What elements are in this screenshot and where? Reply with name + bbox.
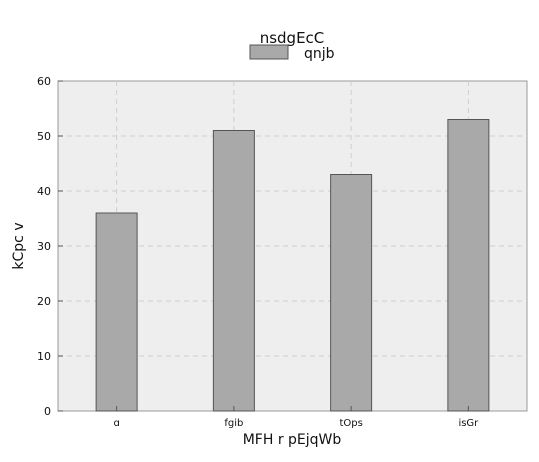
x-axis-label: MFH r pEjqWb bbox=[243, 432, 342, 448]
y-tick-label: 0 bbox=[44, 405, 51, 418]
y-tick-label: 20 bbox=[37, 295, 51, 308]
bar-fgib bbox=[212, 130, 255, 412]
bar-isGr bbox=[447, 119, 490, 412]
chart-title: nsdgEcC bbox=[260, 29, 325, 47]
y-tick-label: 30 bbox=[37, 240, 51, 253]
bar-tOps bbox=[330, 174, 373, 412]
x-tick-label: isGr bbox=[458, 418, 479, 429]
x-tick-label: fgib bbox=[224, 418, 243, 429]
y-tick-label: 40 bbox=[37, 185, 51, 198]
legend-swatch bbox=[249, 44, 289, 60]
legend: qnjb bbox=[249, 44, 335, 62]
y-tick-label: 60 bbox=[37, 75, 51, 88]
y-tick-label: 10 bbox=[37, 350, 51, 363]
y-axis-label: kCpc v bbox=[11, 222, 27, 269]
legend-label: qnjb bbox=[304, 46, 335, 62]
x-tick-label: ɑ bbox=[113, 418, 119, 429]
bars bbox=[95, 119, 490, 412]
x-axis-ticks: ɑ fgib tOps isGr bbox=[113, 406, 479, 429]
y-tick-label: 50 bbox=[37, 130, 51, 143]
x-tick-label: tOps bbox=[339, 418, 362, 429]
bar-ɑ bbox=[95, 212, 138, 412]
y-axis-ticks: 0 10 20 30 40 50 60 bbox=[37, 75, 63, 418]
